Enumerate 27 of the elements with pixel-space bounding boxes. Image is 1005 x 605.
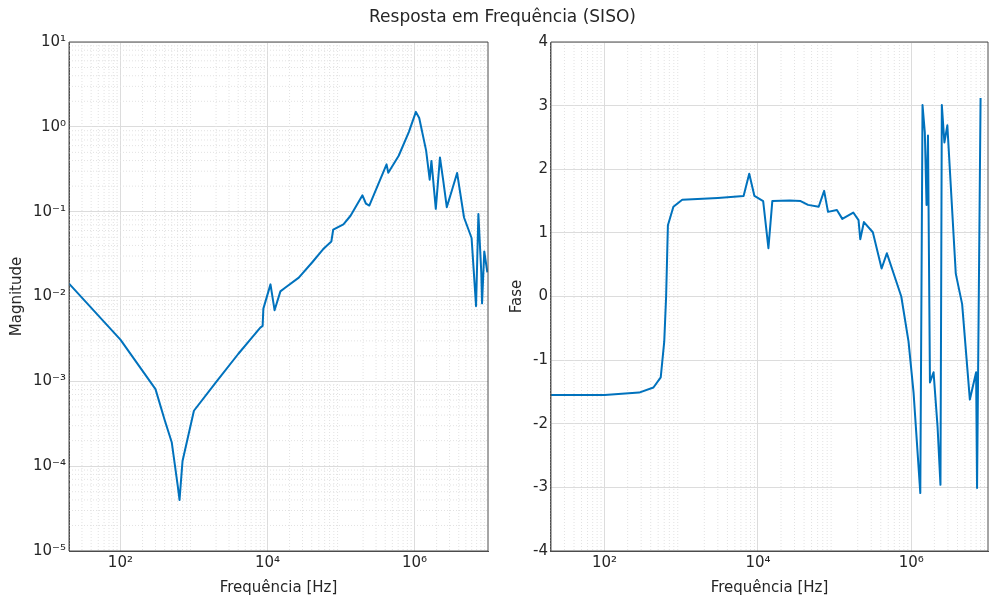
y-tick-label: 10⁰ (40, 116, 67, 135)
y-tick-label: 2 (538, 159, 548, 178)
y-tick-label: 10⁻¹ (32, 201, 67, 220)
x-tick-label: 10⁶ (401, 552, 428, 571)
x-tick-label: 10² (592, 552, 618, 571)
y-tick-label: -2 (532, 413, 548, 432)
y-axis-title: Magnitude (6, 256, 25, 337)
y-tick-label: 10⁻⁴ (32, 456, 67, 475)
y-tick-label: -3 (532, 477, 548, 496)
y-tick-label: 10⁻³ (32, 371, 67, 390)
chart-title: Resposta em Frequência (SISO) (368, 6, 637, 26)
x-tick-label: 10⁴ (745, 552, 771, 571)
y-tick-label: 10⁻² (32, 286, 67, 305)
y-tick-label: 1 (538, 222, 548, 241)
y-tick-label: 10⁻⁵ (32, 540, 67, 559)
x-axis-title: Frequência [Hz] (710, 577, 829, 596)
y-tick-label: -1 (532, 350, 548, 369)
x-tick-label: 10⁶ (898, 552, 924, 571)
y-tick-label: -4 (532, 540, 548, 559)
y-axis-title: Fase (506, 279, 525, 314)
y-tick-label: 3 (538, 95, 548, 114)
x-tick-label: 10⁴ (254, 552, 280, 571)
x-axis-title: Frequência [Hz] (219, 577, 338, 596)
x-tick-label: 10² (107, 552, 133, 571)
y-tick-label: 10¹ (40, 31, 67, 50)
y-tick-label: 4 (538, 31, 548, 50)
y-tick-label: 0 (538, 286, 548, 305)
